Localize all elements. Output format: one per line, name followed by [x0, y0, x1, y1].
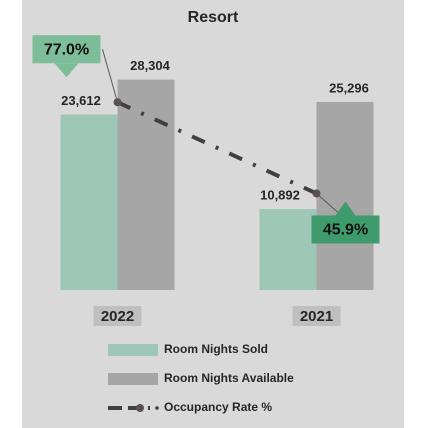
- legend-swatch: [136, 404, 144, 412]
- legend-swatch: [108, 373, 158, 385]
- legend-swatch: [108, 344, 158, 356]
- legend-swatch: [155, 406, 159, 410]
- data-label: 28,304: [130, 58, 171, 73]
- legend-label: Occupancy Rate %: [164, 400, 272, 414]
- callout-arrow: [335, 201, 356, 216]
- x-tick-label: 2022: [101, 308, 134, 325]
- x-tick-label: 2021: [300, 308, 333, 325]
- callout-arrow: [54, 63, 79, 78]
- bar: [60, 114, 118, 290]
- callout-box: [32, 35, 101, 64]
- bar: [316, 101, 374, 290]
- data-label: 10,892: [260, 187, 300, 202]
- line: [116, 100, 318, 196]
- legend-label: Room Nights Available: [164, 371, 294, 385]
- data-label: 25,296: [329, 80, 369, 95]
- callout-box: [311, 215, 380, 244]
- callout-label: 45.9%: [323, 222, 368, 239]
- category-label-bg: [93, 306, 142, 326]
- data-label: 23,612: [61, 93, 101, 108]
- legend-label: Room Nights Sold: [164, 342, 268, 356]
- callout-label: 77.0%: [44, 41, 89, 58]
- leader-line: [102, 49, 118, 103]
- category-label-bg: [292, 306, 341, 326]
- leader-line: [316, 193, 342, 216]
- chart-title: Resort: [188, 9, 239, 26]
- bar: [259, 209, 317, 290]
- bar: [117, 79, 175, 290]
